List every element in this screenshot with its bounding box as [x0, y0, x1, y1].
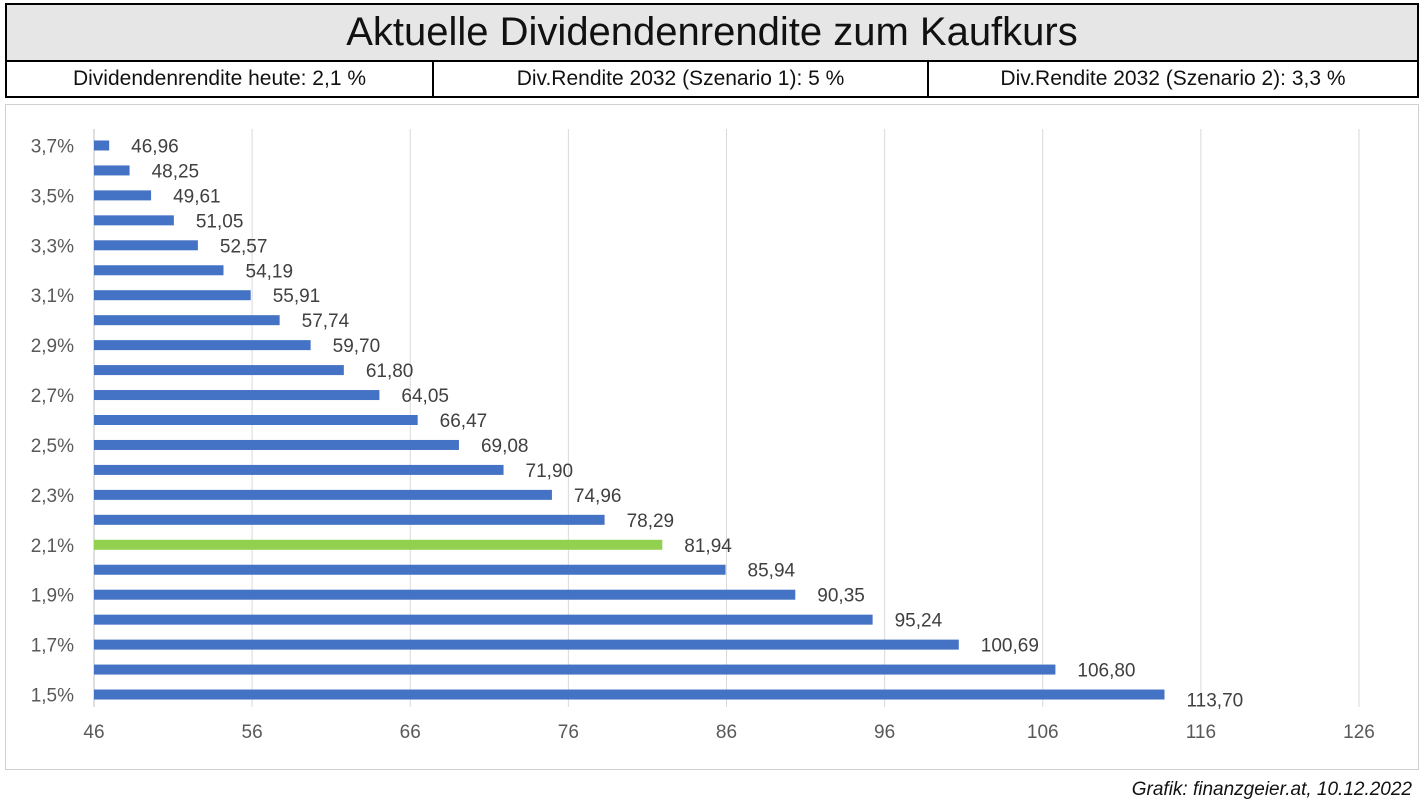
y-tick-label: 2,1%: [31, 536, 74, 557]
data-label: 106,80: [1077, 661, 1135, 682]
data-label: 59,70: [333, 336, 381, 357]
data-label: 57,74: [302, 311, 350, 332]
x-tick-label: 126: [1343, 722, 1375, 743]
data-label: 51,05: [196, 211, 244, 232]
x-tick-label: 96: [874, 722, 895, 743]
stat-yield-today: Dividendenrendite heute: 2,1 %: [72, 67, 367, 90]
data-label: 48,25: [152, 161, 200, 182]
bar: [94, 489, 552, 500]
y-tick-label: 1,9%: [31, 586, 74, 607]
x-tick-label: 106: [1027, 722, 1059, 743]
bar: [94, 614, 873, 625]
data-label: 52,57: [220, 236, 268, 257]
x-tick-label: 56: [242, 722, 263, 743]
y-tick-label: 3,3%: [31, 236, 74, 257]
bar: [94, 265, 224, 276]
bar: [94, 215, 174, 226]
bar: [94, 390, 380, 401]
bar: [94, 514, 605, 525]
data-label: 113,70: [1187, 691, 1244, 712]
stats-row: Dividendenrendite heute: 2,1 % Div.Rendi…: [5, 62, 1419, 98]
bar-chart: 46 56 66 76 86 96 106 116 126 46,96 3,7% 48,25 49,61…: [31, 129, 1375, 743]
x-tick-label: 86: [716, 722, 737, 743]
x-tick-label: 46: [83, 722, 104, 743]
bar: [94, 340, 311, 351]
y-tick-label: 2,5%: [31, 436, 74, 457]
bar: [94, 415, 418, 425]
data-label: 81,94: [684, 536, 732, 557]
data-label: 90,35: [817, 586, 865, 607]
x-tick-label: 116: [1186, 722, 1216, 743]
bar: [94, 190, 152, 201]
y-tick-label: 2,3%: [31, 486, 74, 507]
bar-highlight: [94, 539, 663, 550]
y-tick-label: 1,5%: [31, 686, 74, 707]
bar: [94, 165, 130, 176]
data-label: 64,05: [401, 386, 449, 407]
x-tick-label: 76: [558, 722, 579, 743]
bar: [94, 589, 796, 600]
y-tick-label: 1,7%: [31, 636, 74, 657]
bar: [94, 464, 504, 475]
x-tick-label: 66: [400, 722, 421, 743]
data-label: 78,29: [627, 511, 675, 532]
source-note: Grafik: finanzgeier.at, 10.12.2022: [1131, 779, 1412, 800]
data-label: 46,96: [131, 136, 179, 157]
data-label: 95,24: [895, 611, 943, 632]
chart-frame: 46 56 66 76 86 96 106 116 126 46,96 3,7% 48,25 49,61…: [5, 104, 1419, 770]
data-label: 66,47: [440, 411, 488, 432]
data-label: 85,94: [748, 561, 796, 582]
data-label: 74,96: [574, 486, 622, 507]
stat-yield-2032-scenario-1: Div.Rendite 2032 (Szenario 1): 5 %: [432, 62, 927, 96]
data-label: 69,08: [481, 436, 529, 457]
y-tick-label: 3,5%: [31, 186, 74, 207]
y-tick-label: 2,7%: [31, 386, 74, 407]
chart-title-banner: Aktuelle Dividendenrendite zum Kaufkurs: [5, 3, 1419, 62]
bar: [94, 315, 280, 326]
y-tick-label: 3,7%: [31, 136, 74, 157]
bar: [94, 564, 726, 575]
bar: [94, 439, 459, 450]
data-label: 49,61: [173, 186, 221, 207]
bar: [94, 365, 344, 376]
y-tick-label: 2,9%: [31, 336, 74, 357]
bar: [94, 290, 251, 301]
data-label: 100,69: [981, 636, 1039, 657]
bar: [94, 689, 1165, 700]
chart-title: Aktuelle Dividendenrendite zum Kaufkurs: [346, 10, 1078, 54]
data-label: 55,91: [273, 286, 321, 307]
y-tick-label: 3,1%: [31, 286, 74, 307]
data-label: 71,90: [526, 461, 574, 482]
bar: [94, 639, 959, 650]
bar: [94, 240, 198, 251]
data-label: 54,19: [246, 261, 294, 282]
data-label: 61,80: [366, 361, 414, 382]
bar: [94, 664, 1056, 675]
stat-yield-2032-scenario-2: Div.Rendite 2032 (Szenario 2): 3,3 %: [927, 62, 1417, 96]
bar: [94, 140, 110, 151]
